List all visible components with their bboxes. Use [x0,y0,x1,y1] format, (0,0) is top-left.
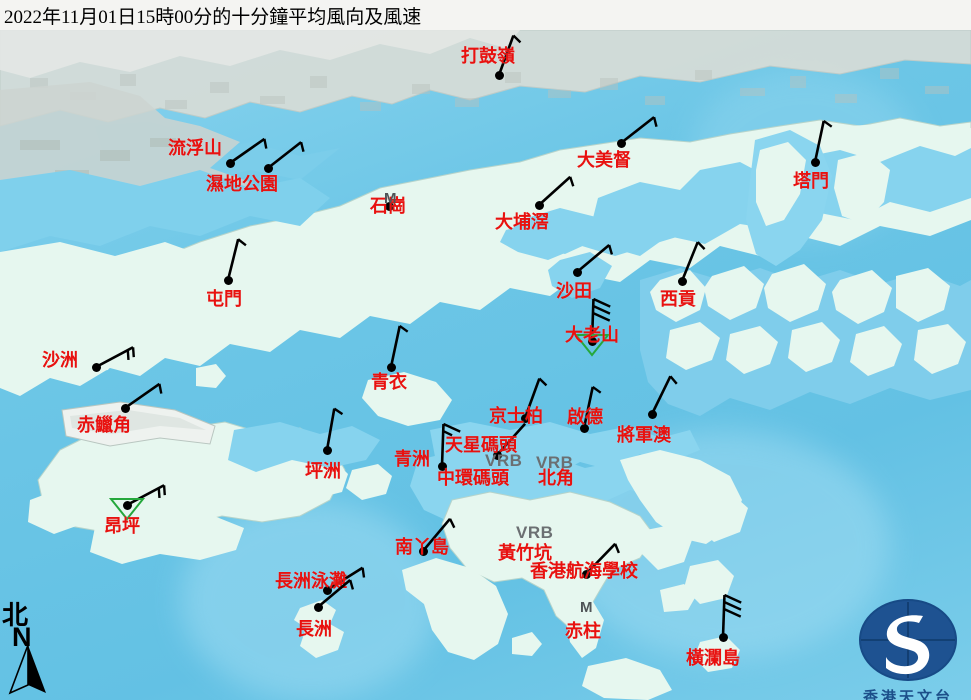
station-dot-icon [572,267,582,277]
compass-label-en: N [12,622,32,652]
station-label: 南丫島 [395,537,449,557]
station-label: 濕地公園 [206,174,278,194]
station-label: 沙田 [556,281,592,301]
logo-name-cn: 香港天文台 [862,690,953,700]
station-dot-icon [313,602,323,612]
station-label: 黃竹坑 [498,543,552,563]
variable-wind-indicator: VRB [485,451,523,470]
station-dot-icon [223,275,233,285]
station-label: 石崗 [370,196,406,216]
station-label: 塔門 [793,171,829,191]
maintenance-indicator: M [580,599,593,616]
station-label: 京士柏 [489,406,543,426]
map-canvas[interactable]: 打鼓嶺 流浮山 濕地公園 石崗 M 大美督 塔門 大埔滘 沙田 西貢 屯門 沙洲 大老山 赤鱲角 青衣 京士柏… [0,30,971,700]
variable-wind-indicator: VRB [536,453,574,472]
station-label: 將軍澳 [617,425,671,445]
compass-rose: 北 N [2,595,72,700]
station-label: 啟德 [567,407,603,427]
station-label: 天星碼頭 [445,435,517,455]
station-dot-icon [386,362,396,372]
station-label: 赤鱲角 [77,415,131,435]
compass-needle-icon [8,645,46,695]
station-dot-icon [810,157,820,167]
station-label: 橫瀾島 [686,648,740,668]
station-dot-icon [263,163,273,173]
station-label: 屯門 [206,289,242,309]
station-dot-icon [494,70,504,80]
station-dot-icon [677,276,687,286]
station-dot-icon [384,201,394,211]
station-label: 西貢 [660,289,696,309]
hko-emblem-icon [859,599,957,681]
station-dot-icon [616,138,626,148]
station-label: 香港航海學校 [530,561,638,581]
page-title: 2022年11月01日15時00分的十分鐘平均風向及風速 [4,7,422,28]
station-label: 昂坪 [104,516,140,536]
station-dot-icon [718,632,728,642]
station-dot-icon [122,500,132,510]
variable-wind-indicator: VRB [516,523,554,542]
station-dot-icon [120,403,130,413]
station-label: 大老山 [565,325,619,345]
station-label: 大美督 [577,150,631,170]
coastline-layer [0,30,971,700]
station-dot-icon [322,445,332,455]
maintenance-indicator: M [384,190,397,207]
compass-label-cn: 北 [2,601,29,630]
title-bar: 2022年11月01日15時00分的十分鐘平均風向及風速 [0,0,971,30]
hko-logo: 香港天文台 HONG KONG OBSERVATORY [845,598,971,700]
station-dot-icon [647,409,657,419]
station-dot-icon [534,200,544,210]
station-dot-icon [225,158,235,168]
station-label: 沙洲 [42,350,78,370]
station-label: 大埔滘 [495,212,549,232]
station-label: 中環碼頭 [437,468,509,488]
station-label: 青衣 [371,372,407,392]
station-label: 長洲泳灘 [275,571,347,591]
station-label: 赤柱 [565,621,601,641]
station-label: 青洲 [394,449,430,469]
station-label: 坪洲 [305,461,341,481]
station-dot-icon [91,362,101,372]
station-label: 流浮山 [168,138,222,158]
station-label: 長洲 [296,619,332,639]
station-label: 北角 [538,468,574,488]
station-label: 打鼓嶺 [461,46,515,66]
